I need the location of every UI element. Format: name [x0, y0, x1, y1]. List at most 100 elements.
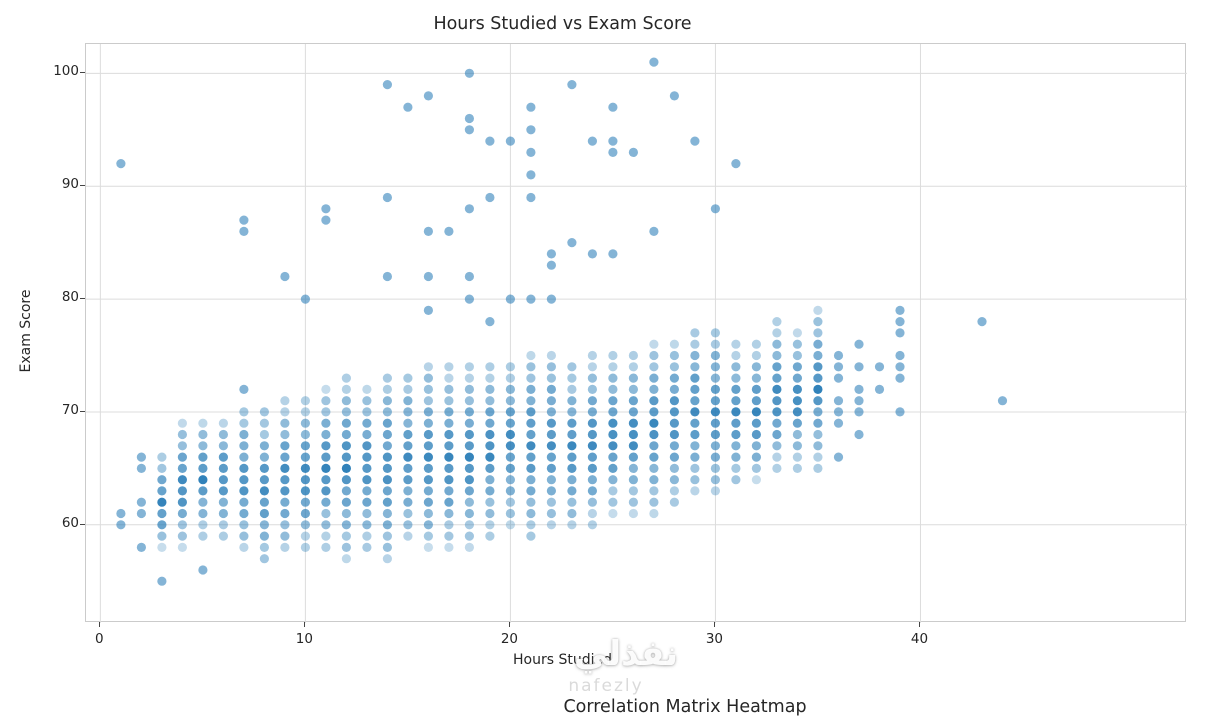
data-point [239, 407, 249, 417]
data-point [464, 362, 474, 372]
data-point [239, 497, 249, 507]
data-point [464, 508, 474, 519]
data-point [731, 452, 741, 462]
data-point [444, 373, 454, 383]
data-point [341, 429, 351, 440]
data-point [382, 520, 392, 530]
data-point [649, 486, 659, 496]
data-point [341, 463, 351, 473]
data-point [813, 429, 823, 440]
data-point [813, 362, 823, 372]
data-point [423, 508, 433, 519]
data-point [382, 407, 392, 417]
data-point [321, 396, 331, 406]
data-point [567, 407, 577, 417]
data-point [157, 475, 167, 485]
data-point [321, 204, 331, 214]
data-point [628, 407, 639, 417]
data-point [546, 396, 556, 406]
data-point [444, 362, 454, 372]
data-point [608, 147, 618, 157]
data-point [546, 452, 556, 462]
data-point [321, 384, 331, 394]
data-point [218, 441, 228, 451]
data-point [690, 452, 700, 462]
data-point [321, 463, 331, 473]
data-point [751, 362, 762, 372]
data-point [280, 520, 290, 530]
data-point [669, 486, 680, 496]
data-point [505, 452, 515, 462]
data-point [731, 441, 741, 451]
data-point [341, 531, 351, 541]
data-point [198, 441, 208, 451]
data-point [669, 396, 680, 406]
data-point [669, 418, 680, 428]
data-point [341, 520, 351, 530]
data-point [546, 429, 556, 440]
data-point [505, 486, 515, 496]
data-point [813, 317, 823, 327]
data-point [854, 396, 864, 406]
data-point [116, 159, 126, 169]
data-point [567, 508, 577, 519]
data-point [464, 418, 474, 428]
data-point [382, 486, 392, 496]
data-point [300, 294, 310, 304]
data-point [423, 441, 433, 451]
data-point [813, 407, 823, 417]
data-point [444, 475, 454, 485]
data-point [423, 305, 433, 315]
data-point [341, 475, 351, 485]
data-point [423, 429, 433, 440]
data-point [649, 407, 659, 417]
data-point [526, 463, 536, 473]
data-point [608, 475, 618, 485]
data-point [259, 520, 269, 530]
data-point [546, 441, 556, 451]
data-point [526, 384, 536, 394]
data-point [608, 486, 618, 496]
data-point [485, 508, 495, 519]
data-point [608, 373, 618, 383]
data-point [444, 463, 454, 473]
data-point [362, 418, 372, 428]
data-point [485, 441, 495, 451]
data-point [403, 497, 413, 507]
data-point [485, 384, 495, 394]
data-point [833, 362, 844, 372]
data-point [833, 350, 844, 361]
data-point [218, 497, 228, 507]
data-point [403, 384, 413, 394]
data-point [649, 396, 659, 406]
data-point [485, 418, 495, 428]
data-point [300, 441, 310, 451]
data-point [300, 475, 310, 485]
data-point [669, 339, 680, 349]
data-point [300, 463, 310, 473]
data-point [751, 373, 762, 383]
data-point [198, 497, 208, 507]
data-point [690, 418, 700, 428]
data-point [669, 384, 680, 394]
data-point [464, 463, 474, 473]
data-point [649, 463, 659, 473]
data-point [813, 463, 823, 473]
data-point [464, 475, 474, 485]
data-point [444, 531, 454, 541]
data-point [608, 452, 618, 462]
data-point [485, 463, 495, 473]
data-point [444, 226, 454, 236]
data-point [464, 486, 474, 496]
data-point [567, 486, 577, 496]
data-point [710, 384, 721, 394]
data-point [690, 350, 700, 361]
data-point [669, 475, 680, 485]
data-point [526, 497, 536, 507]
data-point [587, 463, 597, 473]
data-point [772, 396, 782, 406]
data-point [300, 418, 310, 428]
data-point [280, 508, 290, 519]
data-point [669, 441, 680, 451]
data-point [321, 531, 331, 541]
